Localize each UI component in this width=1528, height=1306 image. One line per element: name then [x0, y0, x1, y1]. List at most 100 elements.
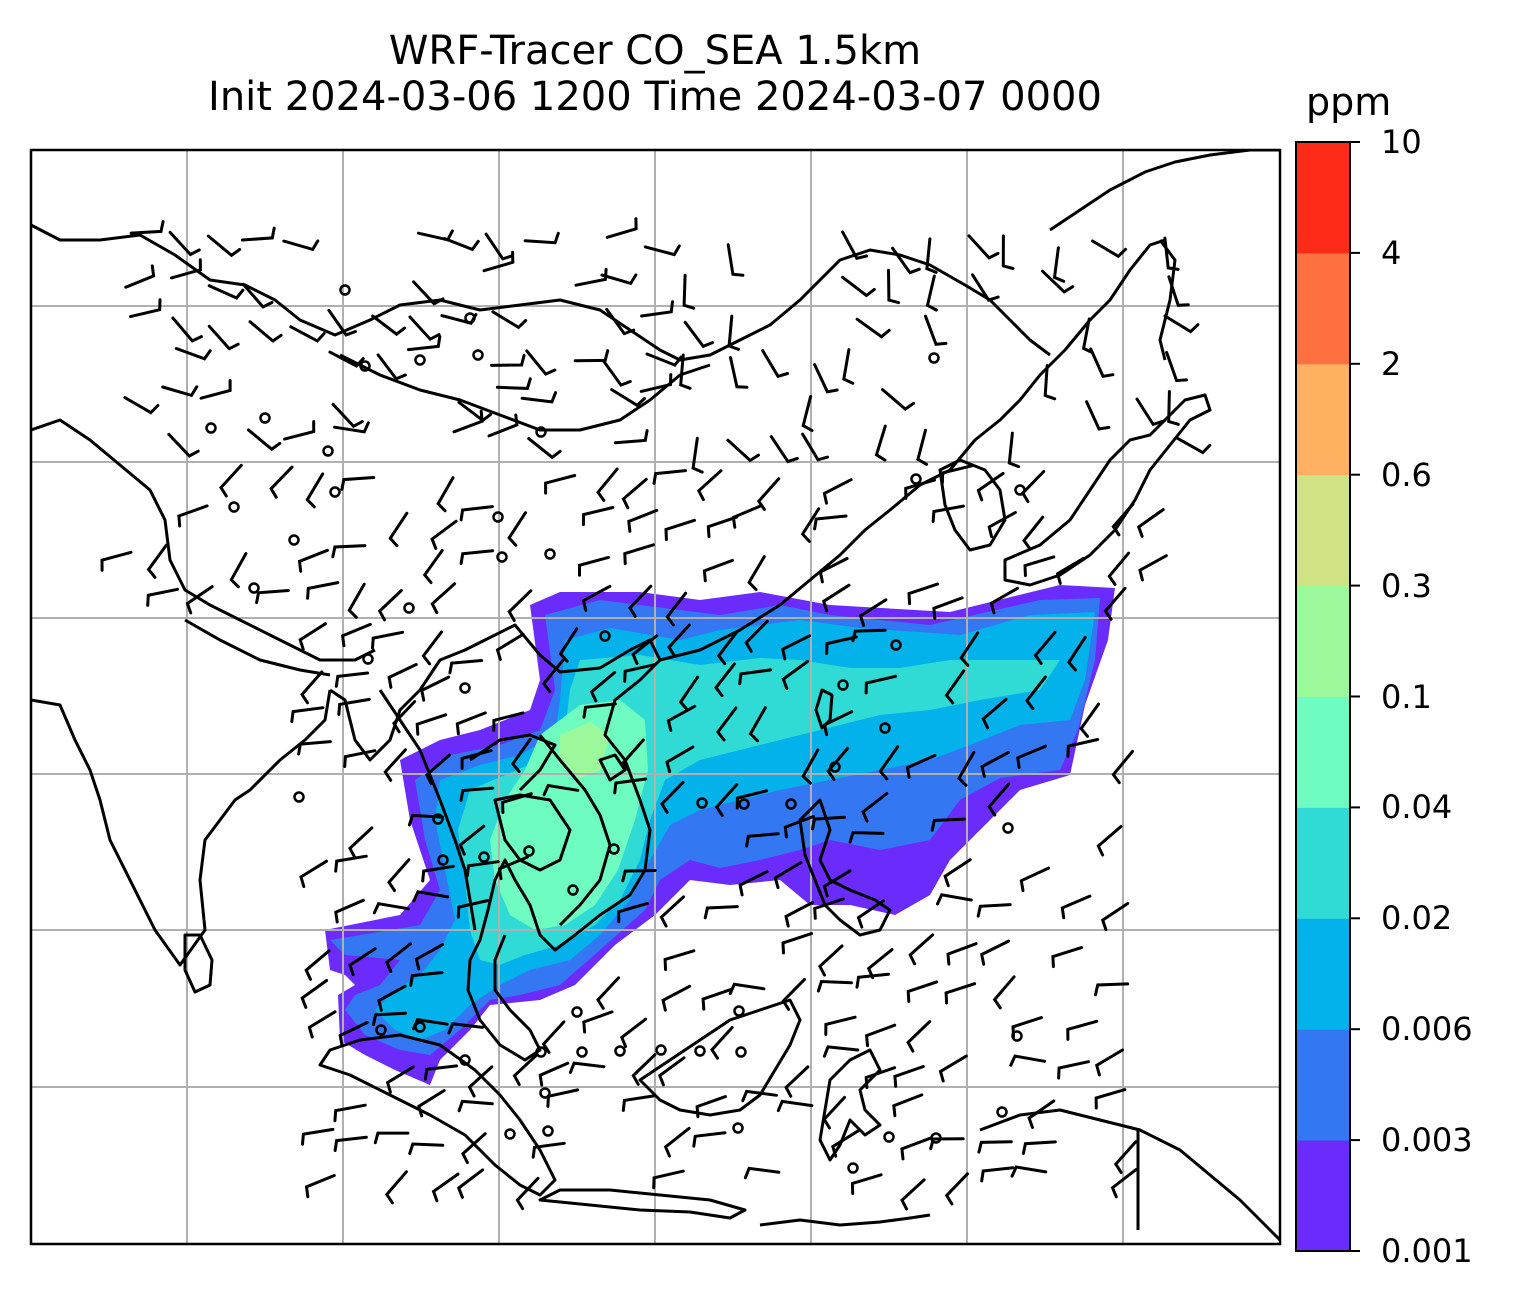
- wind-barb: [971, 273, 1000, 302]
- wind-barb: [744, 619, 769, 653]
- wind-barb: [908, 933, 935, 966]
- wind-barb: [665, 745, 695, 774]
- wind-barb: [811, 815, 846, 831]
- wind-barb: [906, 980, 939, 1003]
- wind-barb: [376, 353, 407, 381]
- wind-barb: [1027, 1099, 1056, 1129]
- wind-barb: [621, 869, 657, 883]
- wind-barb: [1011, 1016, 1043, 1039]
- wind-barb: [460, 749, 493, 770]
- wind-barb: [459, 786, 495, 802]
- coastline-china-east: [659, 238, 1166, 662]
- wind-barb: [824, 1015, 857, 1036]
- wind-barb: [1138, 554, 1168, 582]
- wind-barb: [146, 543, 168, 579]
- calm-wind-marker: [1002, 822, 1014, 834]
- wind-barb: [1021, 1140, 1057, 1155]
- calm-wind-marker: [478, 851, 490, 863]
- wind-barb: [507, 511, 527, 547]
- colorbar-tick-label: 0.6: [1381, 455, 1432, 494]
- wind-barb: [1043, 364, 1057, 401]
- wind-barb: [490, 353, 526, 367]
- wind-barb: [1066, 738, 1100, 758]
- colorbar-bin: [1296, 474, 1350, 587]
- wind-barb: [1007, 431, 1021, 469]
- map-panel: [31, 150, 1280, 1244]
- wind-barb: [431, 1172, 460, 1203]
- wind-barb: [422, 549, 444, 585]
- wind-barb: [825, 635, 858, 655]
- coastline-japan: [1003, 393, 1212, 587]
- wind-barb: [531, 1141, 566, 1159]
- wind-barb: [1113, 1140, 1138, 1174]
- wind-barb: [383, 748, 407, 782]
- wind-barb: [842, 348, 855, 385]
- wind-barb: [306, 581, 340, 600]
- coastline-new-guinea: [979, 1108, 1280, 1242]
- wind-barb: [417, 1089, 446, 1118]
- wind-barb: [299, 859, 328, 888]
- wind-barb: [1089, 347, 1115, 378]
- calm-wind-marker: [614, 1045, 626, 1057]
- wind-barb: [455, 711, 487, 736]
- wind-barb: [905, 753, 937, 779]
- wind-barb: [300, 670, 324, 705]
- wind-barb: [408, 1142, 445, 1155]
- wind-barb: [850, 1173, 883, 1195]
- tracer-field: [325, 585, 1115, 1085]
- wind-barb: [171, 316, 203, 343]
- wind-barb: [613, 429, 649, 445]
- wind-barb: [659, 895, 685, 928]
- wind-barb: [1019, 866, 1050, 893]
- wind-barb: [1165, 350, 1188, 383]
- wind-barb: [714, 783, 739, 817]
- wind-barb: [523, 231, 560, 245]
- wind-barb: [801, 748, 820, 785]
- wind-barb: [1091, 239, 1127, 259]
- wind-barb: [219, 463, 243, 498]
- wind-barb: [745, 832, 780, 848]
- wind-barb: [520, 391, 558, 404]
- wind-barb: [864, 674, 898, 695]
- wind-barb: [146, 587, 180, 607]
- calm-wind-marker: [259, 412, 271, 424]
- calm-wind-marker: [288, 534, 300, 546]
- coastline-sakhalin: [1158, 239, 1177, 361]
- wind-barb: [627, 508, 659, 533]
- wind-barb: [813, 897, 845, 920]
- calm-wind-marker: [414, 354, 426, 366]
- wind-barb: [1009, 1054, 1047, 1067]
- wind-barb: [1107, 551, 1130, 586]
- wind-barb: [924, 314, 948, 346]
- wind-barb: [1020, 470, 1046, 504]
- calm-wind-marker: [472, 349, 484, 361]
- wind-barb: [415, 713, 448, 736]
- wind-barb: [442, 237, 480, 252]
- wind-barb: [959, 631, 980, 667]
- wind-barb: [582, 1010, 614, 1034]
- calm-wind-marker: [655, 1044, 667, 1056]
- wind-barb: [458, 824, 486, 856]
- colorbar-tick-label: 4: [1381, 233, 1402, 272]
- wind-barb: [1094, 1088, 1127, 1110]
- wind-barb: [613, 777, 648, 795]
- wind-barb: [769, 435, 799, 464]
- wind-barb: [412, 1017, 449, 1031]
- wind-barb: [452, 409, 484, 434]
- wind-barb: [666, 704, 697, 732]
- wind-barb: [943, 858, 972, 888]
- wind-barb: [161, 385, 199, 398]
- calm-wind-marker: [910, 473, 922, 485]
- wind-barb: [727, 314, 740, 351]
- wind-barb: [781, 932, 813, 955]
- wind-barb: [731, 504, 763, 529]
- wind-barb: [440, 313, 478, 325]
- colorbar-bin: [1296, 585, 1350, 697]
- wind-barb: [738, 668, 773, 686]
- wind-barb: [283, 420, 316, 441]
- wind-barb: [784, 1065, 810, 1098]
- border-mongolia: [339, 353, 711, 432]
- wind-barb: [334, 854, 368, 873]
- wind-barb: [338, 1021, 369, 1047]
- wind-barb: [334, 898, 365, 924]
